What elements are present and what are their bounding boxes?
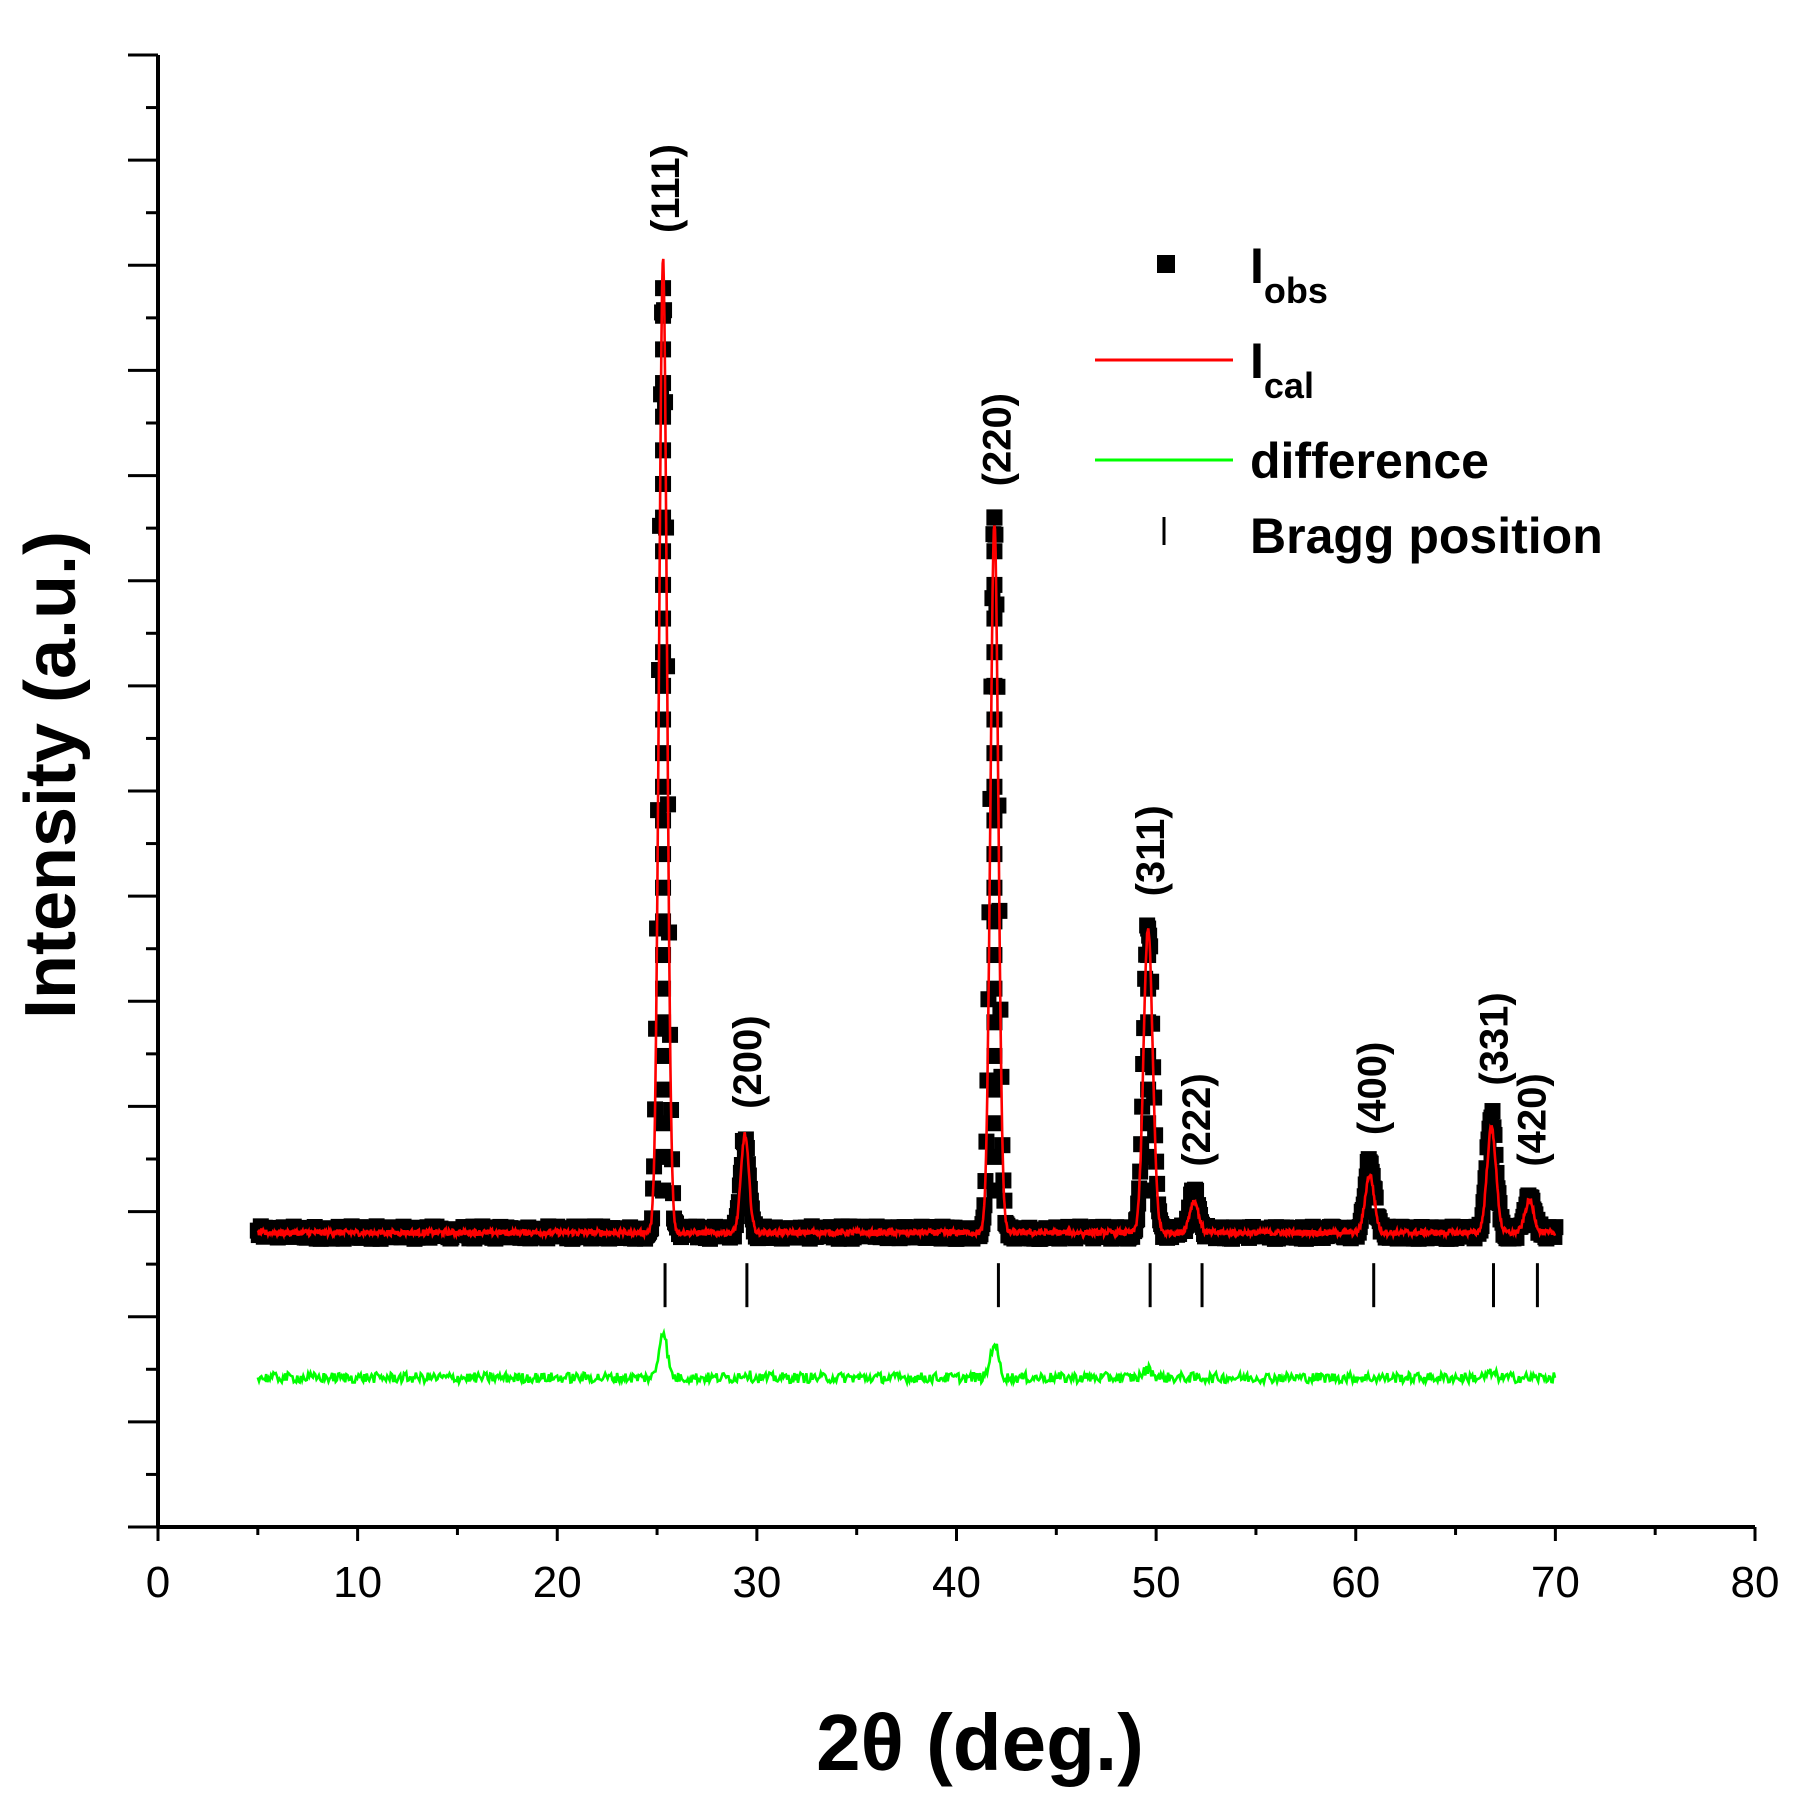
- obs-point: [986, 1014, 1003, 1031]
- obs-point: [655, 576, 672, 593]
- obs-point: [986, 1081, 1003, 1098]
- obs-point: [1483, 1182, 1500, 1199]
- x-tick-label: 0: [146, 1558, 170, 1607]
- obs-point: [986, 1047, 1003, 1064]
- obs-point: [655, 947, 672, 964]
- obs-point: [1483, 1115, 1500, 1132]
- obs-point: [986, 745, 1003, 762]
- obs-point: [986, 576, 1003, 593]
- x-tick-labels: 0 10 20 30 40 50 60 70 80: [146, 1558, 1780, 1607]
- peak-label: (222): [1175, 1073, 1219, 1166]
- obs-point: [655, 442, 672, 459]
- obs-point: [1483, 1148, 1500, 1165]
- legend-label-bragg: Bragg position: [1250, 508, 1603, 564]
- legend-label-obs: Iobs: [1250, 238, 1328, 311]
- legend-label-subscript: cal: [1264, 365, 1314, 406]
- calculated-series-line: [256, 258, 1557, 1241]
- obs-point: [1140, 1014, 1157, 1031]
- difference-series-line: [256, 1327, 1557, 1388]
- legend-label-diff: difference: [1250, 433, 1489, 489]
- peak-label: (420): [1510, 1073, 1554, 1166]
- obs-point: [655, 980, 672, 997]
- obs-point: [986, 1115, 1003, 1132]
- obs-point: [986, 644, 1003, 661]
- obs-point: [655, 913, 672, 930]
- x-tick-label: 10: [333, 1558, 382, 1607]
- peak-labels: (111) (200) (220) (311) (222) (400) (331)(420): [644, 144, 1554, 1167]
- obs-point: [986, 610, 1003, 627]
- legend-label-main: I: [1250, 333, 1264, 389]
- legend-label-cal: Ical: [1250, 333, 1314, 406]
- obs-point: [655, 846, 672, 863]
- obs-point: [986, 1148, 1003, 1165]
- obs-point: [655, 375, 672, 392]
- obs-point: [655, 341, 672, 358]
- obs-point: [655, 1182, 672, 1199]
- obs-point: [655, 543, 672, 560]
- obs-point: [1188, 1182, 1205, 1199]
- obs-point: [655, 408, 672, 425]
- x-axis-title: 2θ (deg.): [816, 1698, 1144, 1787]
- obs-point: [986, 947, 1003, 964]
- obs-point: [986, 1182, 1003, 1199]
- legend-label-subscript: obs: [1264, 270, 1328, 311]
- peak-label: (311): [1129, 805, 1173, 896]
- x-tick-label: 80: [1731, 1558, 1780, 1607]
- obs-point: [655, 1148, 672, 1165]
- obs-point: [736, 1148, 753, 1165]
- obs-point: [1140, 1182, 1157, 1199]
- obs-point: [1140, 1148, 1157, 1165]
- obs-point: [655, 509, 672, 526]
- obs-point: [986, 711, 1003, 728]
- series-group: (111) (200) (220) (311) (222) (400) (331)(420): [249, 144, 1564, 1388]
- obs-point: [655, 1081, 672, 1098]
- peak-label: (111): [644, 144, 688, 233]
- y-axis-title: Intensity (a.u.): [11, 531, 91, 1019]
- legend-marker-obs: [1157, 255, 1175, 273]
- obs-point: [1140, 1081, 1157, 1098]
- obs-point: [655, 610, 672, 627]
- obs-point: [655, 677, 672, 694]
- obs-point: [655, 1047, 672, 1064]
- obs-point: [1140, 947, 1157, 964]
- peak-label: (400): [1351, 1042, 1395, 1135]
- obs-point: [655, 879, 672, 896]
- obs-point: [986, 778, 1003, 795]
- obs-point: [986, 812, 1003, 829]
- bragg-position-ticks: [663, 1263, 1539, 1308]
- x-tick-label: 20: [533, 1558, 582, 1607]
- obs-point: [986, 980, 1003, 997]
- peak-label: (331): [1472, 992, 1516, 1085]
- peak-label: (200): [726, 1015, 770, 1108]
- obs-point: [986, 677, 1003, 694]
- x-tick-label: 30: [732, 1558, 781, 1607]
- legend-label-main: I: [1250, 238, 1264, 294]
- obs-point: [1140, 1115, 1157, 1132]
- obs-point: [655, 644, 672, 661]
- obs-point: [1140, 980, 1157, 997]
- y-ticks: [128, 53, 158, 1529]
- peak-label: (220): [975, 393, 1019, 486]
- obs-point: [655, 475, 672, 492]
- x-ticks: [156, 1527, 1757, 1541]
- x-tick-label: 60: [1331, 1558, 1380, 1607]
- obs-point: [986, 509, 1003, 526]
- obs-point: [655, 1014, 672, 1031]
- obs-point: [1484, 1103, 1501, 1120]
- axes: 0 10 20 30 40 50 60 70 80: [128, 53, 1780, 1607]
- obs-point: [655, 1115, 672, 1132]
- x-tick-label: 50: [1132, 1558, 1181, 1607]
- x-tick-label: 40: [932, 1558, 981, 1607]
- x-tick-label: 70: [1531, 1558, 1580, 1607]
